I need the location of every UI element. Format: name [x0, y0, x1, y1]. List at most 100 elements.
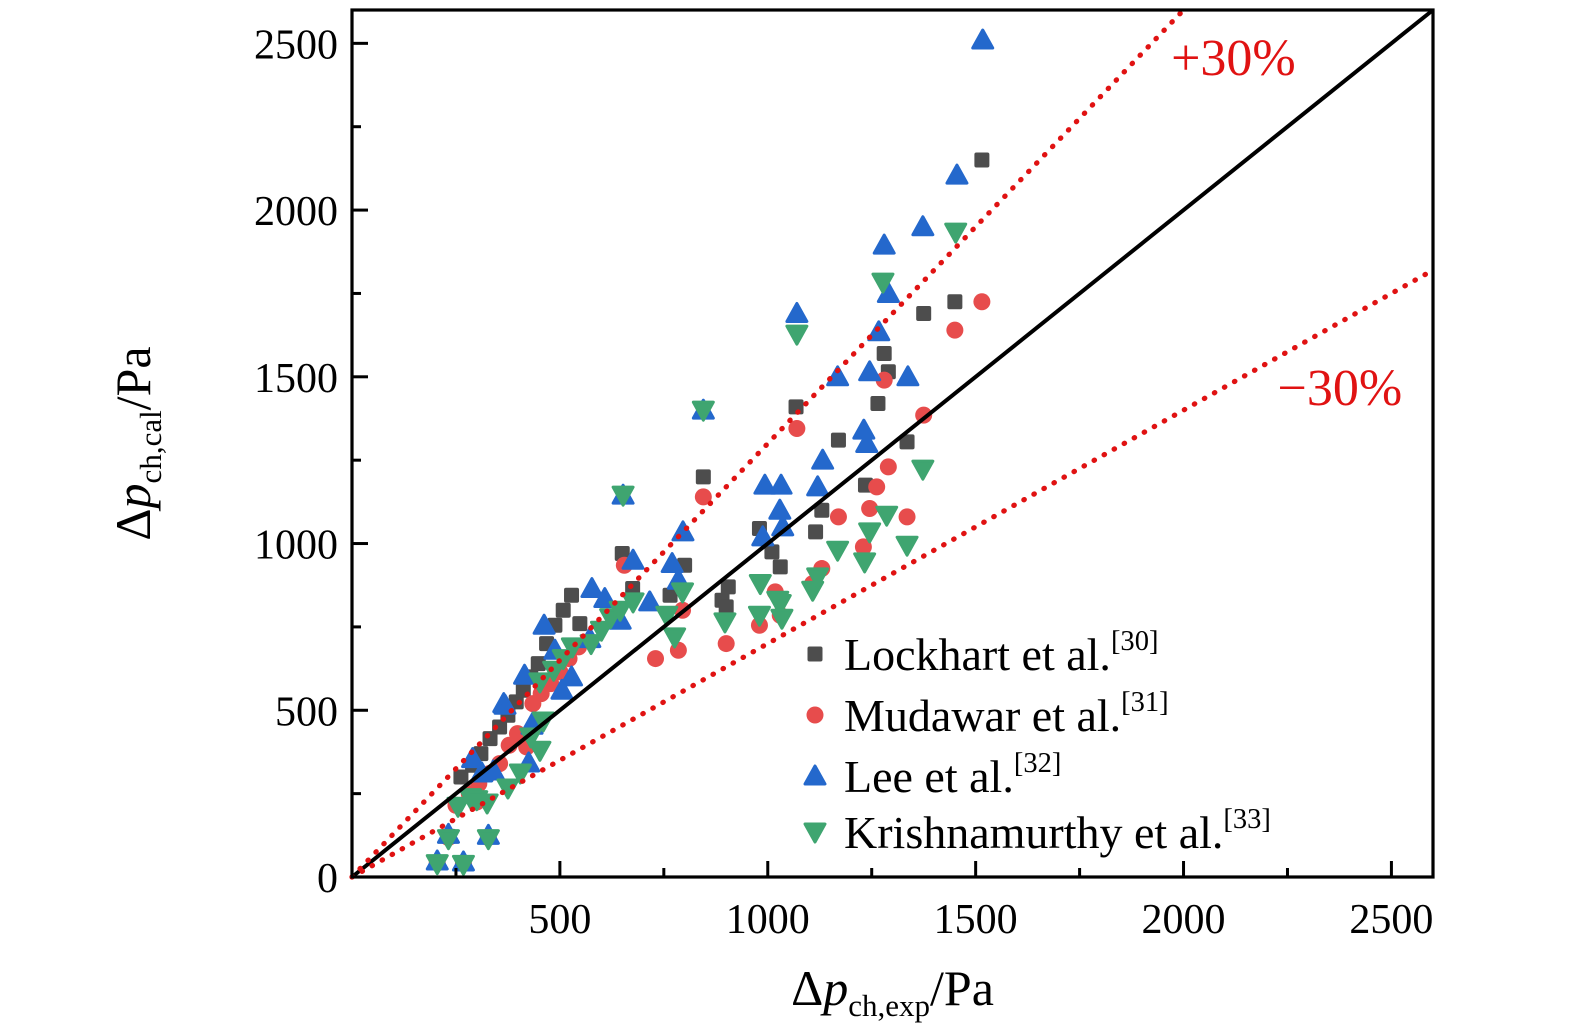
data-point — [895, 535, 919, 557]
data-point — [564, 587, 580, 603]
data-point — [550, 678, 574, 700]
legend-item: Lee et al.[32] — [803, 748, 1061, 802]
data-point — [555, 602, 571, 618]
data-point — [811, 448, 835, 470]
y-tick-label: 500 — [275, 689, 338, 735]
data-point — [853, 552, 877, 574]
data-point — [425, 854, 449, 876]
data-point — [720, 579, 736, 595]
data-point — [944, 222, 968, 244]
x-tick-label: 1500 — [934, 897, 1018, 943]
data-point — [858, 360, 882, 382]
data-point — [911, 215, 935, 237]
minus-30-line — [349, 267, 1436, 880]
legend-item: Lockhart et al.[30] — [807, 626, 1158, 680]
data-point — [695, 469, 711, 485]
data-point — [580, 577, 604, 599]
data-point — [662, 587, 678, 603]
data-point — [858, 522, 882, 544]
data-point — [768, 594, 792, 616]
percent-label: −30% — [1278, 360, 1403, 417]
data-point — [611, 485, 635, 507]
data-point — [896, 365, 920, 387]
data-point — [769, 473, 793, 495]
data-point — [854, 538, 872, 556]
data-point — [872, 233, 896, 255]
data-point — [788, 419, 806, 437]
data-point — [528, 740, 552, 762]
data-point — [806, 475, 830, 497]
legend-marker-triangle-up — [803, 764, 827, 786]
data-point — [911, 459, 935, 481]
data-point — [870, 395, 886, 411]
data-point — [621, 592, 645, 614]
x-tick-label: 2000 — [1142, 897, 1226, 943]
data-point — [946, 321, 964, 339]
legend-label: Krishnamurthy et al.[33] — [844, 804, 1271, 858]
data-point — [785, 324, 809, 346]
legend-label: Mudawar et al.[31] — [844, 687, 1169, 741]
data-point — [647, 650, 665, 668]
data-point — [971, 28, 995, 50]
data-point — [691, 400, 715, 422]
data-point — [868, 478, 886, 496]
data-point — [655, 605, 679, 627]
data-point — [899, 434, 915, 450]
data-point — [974, 152, 990, 168]
data-point — [898, 508, 916, 526]
data-point — [436, 829, 460, 851]
y-tick-label: 2500 — [254, 22, 338, 68]
data-point — [751, 525, 775, 547]
data-point — [461, 747, 485, 769]
data-point — [772, 559, 788, 575]
data-point — [660, 552, 684, 574]
data-point — [806, 567, 830, 589]
data-point — [947, 294, 963, 310]
y-tick-label: 0 — [317, 856, 338, 902]
data-point — [875, 371, 893, 389]
legend: Lockhart et al.[30] Mudawar et al.[31] Lee… — [803, 626, 1271, 858]
data-point — [572, 616, 588, 632]
legend-marker-square — [807, 646, 823, 662]
data-point — [530, 656, 546, 672]
data-point — [785, 301, 809, 323]
y-tick-label: 2000 — [254, 189, 338, 235]
data-point — [830, 432, 846, 448]
percent-label: +30% — [1171, 30, 1296, 87]
data-point — [829, 508, 847, 526]
data-point — [768, 498, 792, 520]
y-tick-label: 1500 — [254, 356, 338, 402]
data-point — [542, 660, 566, 682]
legend-marker-circle — [806, 706, 824, 724]
data-point — [855, 432, 879, 453]
data-point — [879, 458, 897, 476]
data-point — [663, 627, 687, 649]
x-tick-label: 2500 — [1349, 897, 1433, 943]
data-point — [717, 635, 735, 653]
data-point — [713, 612, 737, 634]
y-tick-label: 1000 — [254, 523, 338, 569]
data-point — [579, 634, 603, 656]
data-point — [608, 600, 632, 622]
data-point — [508, 763, 532, 785]
data-point — [875, 505, 899, 527]
data-point — [826, 365, 850, 387]
data-point — [945, 163, 969, 185]
data-point — [621, 548, 645, 570]
data-point — [748, 574, 772, 596]
data-point — [446, 796, 470, 818]
data-point — [753, 473, 777, 495]
data-point — [973, 293, 991, 311]
series-krishnamurthy — [425, 222, 968, 876]
data-point — [589, 620, 613, 642]
data-point — [814, 502, 830, 518]
data-point — [638, 590, 662, 612]
data-point — [764, 544, 780, 560]
data-point — [770, 608, 794, 630]
data-point — [747, 605, 771, 627]
parity-line — [350, 8, 1435, 879]
x-tick-label: 1000 — [726, 897, 810, 943]
data-point — [492, 719, 508, 735]
